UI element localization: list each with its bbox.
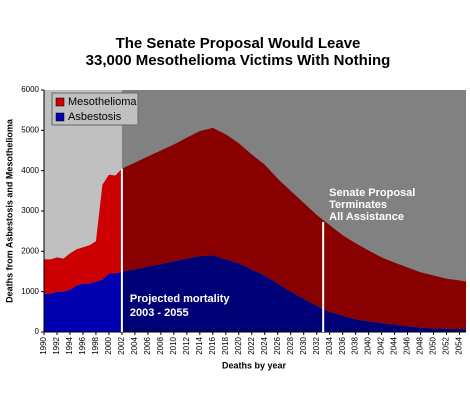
y-tick-label: 1000	[21, 287, 39, 296]
legend-swatch	[55, 112, 65, 122]
legend-label: Asbestosis	[68, 111, 122, 123]
x-tick-label: 1994	[65, 336, 74, 354]
area	[44, 255, 466, 332]
x-tick-label: 1998	[91, 336, 100, 354]
x-tick-label: 2006	[143, 336, 152, 354]
x-tick-label: 2024	[260, 336, 269, 354]
x-tick-label: 2052	[442, 336, 451, 354]
annotation: Terminates	[329, 199, 387, 211]
legend-label: Mesothelioma	[68, 96, 137, 108]
x-tick-label: 2050	[429, 336, 438, 354]
x-tick-label: 2004	[130, 336, 139, 354]
y-tick-label: 2000	[21, 246, 39, 255]
x-tick-label: 2048	[416, 336, 425, 354]
x-tick-label: 2032	[312, 336, 321, 354]
projection-shade	[121, 90, 467, 332]
x-tick-label: 2008	[156, 336, 165, 354]
chart-title: The Senate Proposal Would Leave	[116, 35, 361, 52]
y-tick-label: 3000	[21, 206, 39, 215]
annotation: Senate Proposal	[329, 187, 415, 199]
x-axis-label: Deaths by year	[222, 360, 287, 370]
x-tick-label: 2018	[221, 336, 230, 354]
area	[44, 127, 466, 330]
legend-box	[51, 92, 139, 126]
x-tick-label: 1992	[52, 336, 61, 354]
y-tick-label: 5000	[21, 125, 39, 134]
y-tick-label: 0	[35, 327, 40, 336]
x-tick-label: 2040	[364, 336, 373, 354]
x-tick-label: 2010	[169, 336, 178, 354]
x-tick-label: 2036	[338, 336, 347, 354]
x-tick-label: 2000	[104, 336, 113, 354]
x-tick-label: 2030	[299, 336, 308, 354]
y-tick-label: 4000	[21, 166, 39, 175]
x-tick-label: 2016	[208, 336, 217, 354]
x-tick-label: 2042	[377, 336, 386, 354]
chart-title: 33,000 Mesothelioma Victims With Nothing	[86, 52, 391, 69]
x-tick-label: 2014	[195, 336, 204, 354]
legend-swatch	[55, 97, 65, 107]
x-tick-label: 2002	[117, 336, 126, 354]
x-tick-label: 2026	[273, 336, 282, 354]
x-tick-label: 2022	[247, 336, 256, 354]
x-tick-label: 2034	[325, 336, 334, 354]
y-axis-label: Deaths from Asbestosis and Mesothelioma	[4, 118, 14, 303]
x-tick-label: 2046	[403, 336, 412, 354]
x-tick-label: 2044	[390, 336, 399, 354]
x-tick-label: 2012	[182, 336, 191, 354]
x-tick-label: 1990	[39, 336, 48, 354]
x-tick-label: 1996	[78, 336, 87, 354]
legend: Mesothelioma Asbestosis	[51, 92, 139, 126]
annotation: 2003 - 2055	[130, 307, 189, 319]
x-tick-label: 2028	[286, 336, 295, 354]
x-tick-label: 2054	[455, 336, 464, 354]
y-tick-label: 6000	[21, 85, 39, 94]
x-tick-label: 2020	[234, 336, 243, 354]
annotation: Projected mortality	[130, 293, 231, 305]
x-tick-label: 2038	[351, 336, 360, 354]
annotation: All Assistance	[329, 211, 404, 223]
